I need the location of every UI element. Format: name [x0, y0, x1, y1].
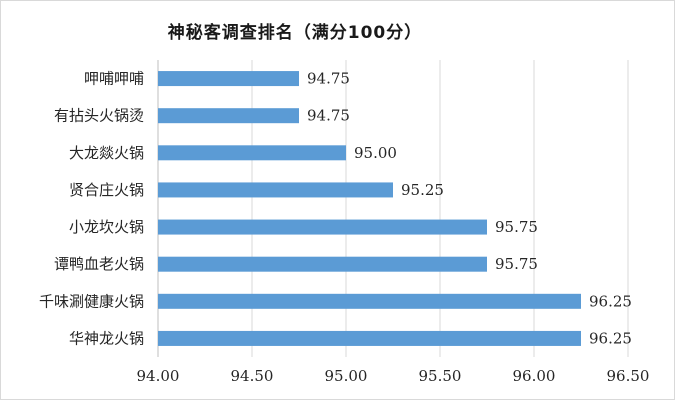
- category-label: 有拈头火锅烫: [54, 107, 144, 125]
- data-label: 95.75: [495, 255, 538, 273]
- x-tick-label: 94.00: [137, 367, 180, 385]
- data-label: 95.25: [401, 181, 444, 199]
- data-label: 95.00: [354, 144, 397, 162]
- category-label: 华神龙火锅: [69, 329, 144, 347]
- bar-4: [158, 219, 487, 235]
- bar-1: [158, 108, 299, 124]
- category-label: 千味涮健康火锅: [39, 292, 144, 310]
- category-label: 小龙坎火锅: [69, 218, 144, 236]
- bar-3: [158, 182, 393, 198]
- category-label: 贤合庄火锅: [69, 181, 144, 199]
- category-label: 大龙燚火锅: [69, 144, 144, 162]
- bar-0: [158, 71, 299, 87]
- x-tick-label: 94.50: [231, 367, 274, 385]
- x-tick-label: 96.00: [513, 367, 556, 385]
- category-label: 谭鸭血老火锅: [54, 255, 144, 273]
- data-label: 95.75: [495, 218, 538, 236]
- bar-6: [158, 293, 581, 309]
- x-tick-label: 95.50: [419, 367, 462, 385]
- chart-title: 神秘客调查排名（满分100分）: [167, 23, 423, 43]
- category-label: 呷哺呷哺: [84, 70, 144, 88]
- bar-2: [158, 145, 346, 161]
- data-label: 96.25: [589, 329, 632, 347]
- bar-5: [158, 256, 487, 272]
- data-label: 96.25: [589, 292, 632, 310]
- data-label: 94.75: [307, 107, 350, 125]
- bar-7: [158, 330, 581, 346]
- data-label: 94.75: [307, 70, 350, 88]
- x-tick-label: 95.00: [325, 367, 368, 385]
- x-tick-label: 96.50: [607, 367, 650, 385]
